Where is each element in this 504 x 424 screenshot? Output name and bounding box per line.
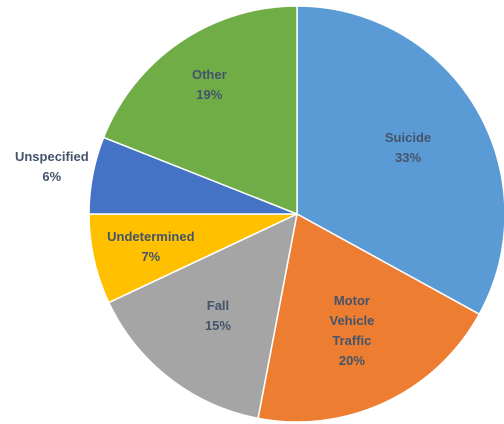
slice-label: Fall 15% [205,296,231,336]
category-label: Motor Vehicle Traffic [329,292,375,348]
value-label: 33% [394,150,422,166]
slice-label: Undetermined 7% [107,227,194,267]
value-label: 20% [338,352,365,368]
pie-slice [102,5,298,216]
value-label: 19% [196,86,223,102]
category-label: Other [191,66,227,82]
value-label: 6% [42,169,62,185]
pie-slice [107,212,299,420]
category-label: Fall [206,297,230,313]
slice-label: Motor Vehicle Traffic 20% [317,291,387,371]
category-label: Undetermined [107,228,195,244]
pie-slice [296,5,504,316]
value-label: 15% [204,317,231,333]
category-label: Unspecified [14,149,89,165]
category-label: Suicide [384,130,432,146]
slice-label: Suicide 33% [385,128,431,168]
pie-slice [257,212,481,423]
value-label: 7% [141,248,161,264]
slice-label: Unspecified 6% [15,147,89,187]
slice-label: Other 19% [192,65,227,105]
